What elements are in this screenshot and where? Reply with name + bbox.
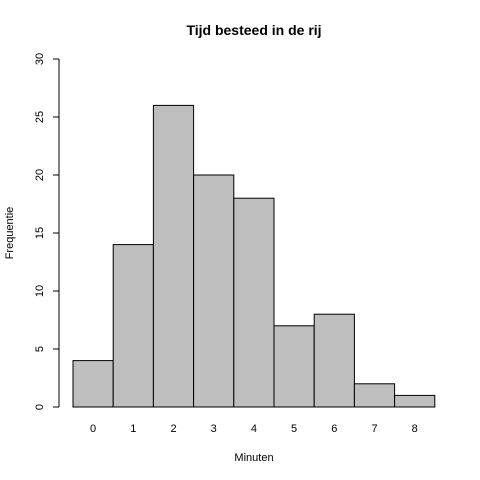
x-tick-label-4: 4 — [251, 423, 257, 435]
x-tick-label-5: 5 — [291, 423, 297, 435]
x-tick-label-2: 2 — [170, 423, 176, 435]
y-tick-label-15: 15 — [34, 227, 46, 239]
x-axis-label: Minuten — [234, 452, 273, 464]
bar-1 — [112, 244, 154, 408]
x-tick-label-7: 7 — [371, 423, 377, 435]
x-tick-label-8: 8 — [412, 423, 418, 435]
y-tick-label-5: 5 — [34, 346, 46, 352]
bar-0 — [72, 360, 114, 408]
y-tick-label-30: 30 — [34, 53, 46, 65]
y-tick-label-25: 25 — [34, 111, 46, 123]
y-tick-label-0: 0 — [34, 404, 46, 410]
y-axis-label: Frequentie — [4, 207, 16, 260]
y-axis: 0 5 10 15 20 25 30 — [34, 53, 60, 410]
bar-4 — [233, 197, 275, 408]
x-axis-labels: 0 1 2 3 4 5 6 7 8 — [90, 423, 418, 435]
bars-group — [72, 104, 436, 408]
y-tick-label-10: 10 — [34, 285, 46, 297]
x-tick-label-0: 0 — [90, 423, 96, 435]
bar-3 — [193, 174, 235, 408]
y-tick-label-20: 20 — [34, 169, 46, 181]
bar-2 — [152, 104, 195, 408]
bar-6 — [313, 313, 355, 408]
bar-8 — [394, 394, 436, 408]
bar-5 — [273, 325, 315, 408]
bar-7 — [353, 383, 396, 408]
x-tick-label-1: 1 — [130, 423, 136, 435]
x-tick-label-6: 6 — [331, 423, 337, 435]
x-tick-label-3: 3 — [211, 423, 217, 435]
chart-title: Tijd besteed in de rij — [186, 22, 321, 38]
